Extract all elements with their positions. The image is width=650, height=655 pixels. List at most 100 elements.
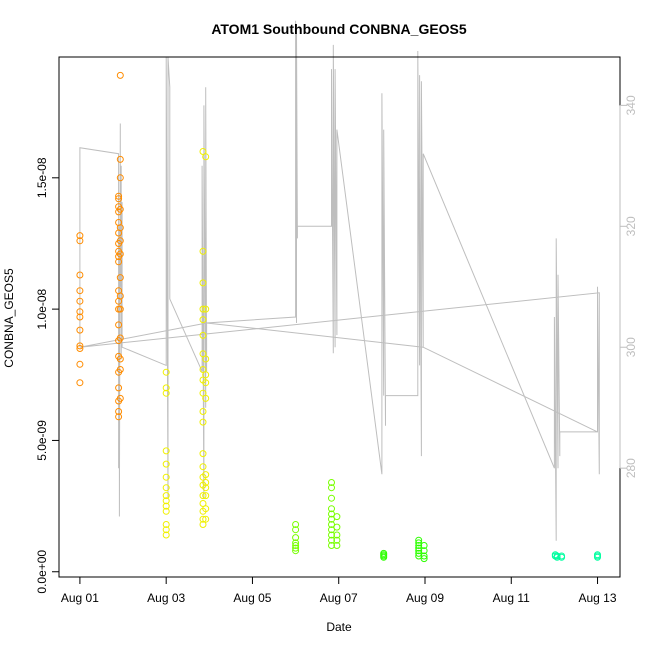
data-point <box>162 484 170 492</box>
data-point <box>116 250 124 258</box>
y-tick-label: 1.0e-08 <box>35 288 49 329</box>
y-tick-label: 5.0e-09 <box>35 420 49 461</box>
y2-tick-label: 300 <box>624 337 638 357</box>
data-point <box>333 513 341 521</box>
data-point <box>202 355 210 363</box>
data-point <box>116 334 124 342</box>
data-point <box>116 174 124 182</box>
data-point <box>116 224 124 232</box>
secondary-series-line <box>79 20 600 541</box>
data-point <box>328 510 335 518</box>
x-tick-label: Aug 03 <box>147 591 185 605</box>
data-point <box>116 274 124 282</box>
y-tick-label: 1.5e-08 <box>35 157 49 198</box>
data-point <box>202 471 210 479</box>
data-point <box>162 526 170 534</box>
data-point <box>328 479 335 486</box>
data-point <box>199 247 207 255</box>
data-point <box>76 232 84 240</box>
y-axis: 0.0e+00 5.0e-09 1.0e-08 1.5e-08 <box>35 157 60 594</box>
data-points <box>76 71 601 563</box>
data-point <box>76 237 84 245</box>
data-point <box>199 515 207 523</box>
data-point <box>76 271 84 279</box>
x-axis: Aug 01 Aug 03 Aug 05 Aug 07 Aug 09 Aug 11 Aug … <box>61 576 617 605</box>
y-tick-label: 0.0e+00 <box>35 550 49 594</box>
data-point <box>415 542 423 549</box>
data-point <box>162 389 170 397</box>
data-point <box>115 321 123 329</box>
y2-axis: 280 300 320 340 <box>619 95 638 478</box>
data-point <box>594 553 601 561</box>
chart-title: ATOM1 Southbound CONBNA_GEOS5 <box>211 21 467 37</box>
data-point <box>420 547 428 555</box>
data-point <box>202 492 210 500</box>
data-point <box>76 313 84 321</box>
data-point <box>328 526 335 534</box>
data-point <box>115 258 123 266</box>
x-tick-label: Aug 13 <box>579 591 617 605</box>
data-point <box>199 279 207 287</box>
data-point <box>162 521 170 528</box>
data-point <box>76 287 84 295</box>
data-point <box>292 521 300 528</box>
data-point <box>553 553 561 561</box>
data-point <box>199 408 207 415</box>
x-tick-label: Aug 07 <box>320 591 358 605</box>
data-point <box>76 342 84 350</box>
data-point <box>292 539 300 547</box>
data-point <box>199 305 207 313</box>
data-point <box>76 360 84 368</box>
data-point <box>333 531 341 539</box>
data-point <box>558 553 566 561</box>
data-point <box>162 473 170 481</box>
y2-tick-label: 340 <box>624 95 638 115</box>
secondary-line <box>79 20 600 541</box>
data-point <box>162 447 170 455</box>
data-point <box>199 492 207 500</box>
data-point <box>115 413 123 421</box>
data-point <box>292 526 300 534</box>
data-point <box>333 523 341 531</box>
data-point <box>116 394 124 402</box>
data-point <box>202 305 210 313</box>
data-point <box>380 553 388 561</box>
data-point <box>199 331 207 339</box>
data-point <box>415 544 423 552</box>
data-point <box>328 505 335 513</box>
data-point <box>202 379 210 387</box>
data-point <box>199 418 207 426</box>
data-point <box>76 326 84 334</box>
data-point <box>202 515 210 523</box>
data-point <box>292 534 300 542</box>
data-point <box>116 355 124 363</box>
data-point <box>199 450 207 458</box>
x-tick-label: Aug 11 <box>493 591 530 605</box>
data-point <box>76 345 84 352</box>
data-point <box>415 539 423 547</box>
data-point <box>115 408 123 415</box>
data-point <box>199 521 207 528</box>
data-point <box>199 316 207 324</box>
data-point <box>199 148 207 155</box>
data-point <box>116 292 124 300</box>
data-point <box>115 384 123 392</box>
data-point <box>328 521 335 528</box>
data-point <box>162 460 170 468</box>
data-point <box>76 308 84 316</box>
data-point <box>333 536 341 544</box>
data-point <box>116 237 124 245</box>
data-point <box>415 536 423 544</box>
data-point <box>328 494 335 502</box>
data-point <box>328 531 335 539</box>
data-point <box>420 552 428 560</box>
data-point <box>162 507 170 515</box>
data-point <box>162 497 170 505</box>
data-point <box>162 531 170 539</box>
data-point <box>115 195 123 203</box>
data-point <box>116 366 124 373</box>
x-axis-label: Date <box>326 620 352 634</box>
data-point <box>292 547 300 555</box>
data-point <box>116 71 124 79</box>
